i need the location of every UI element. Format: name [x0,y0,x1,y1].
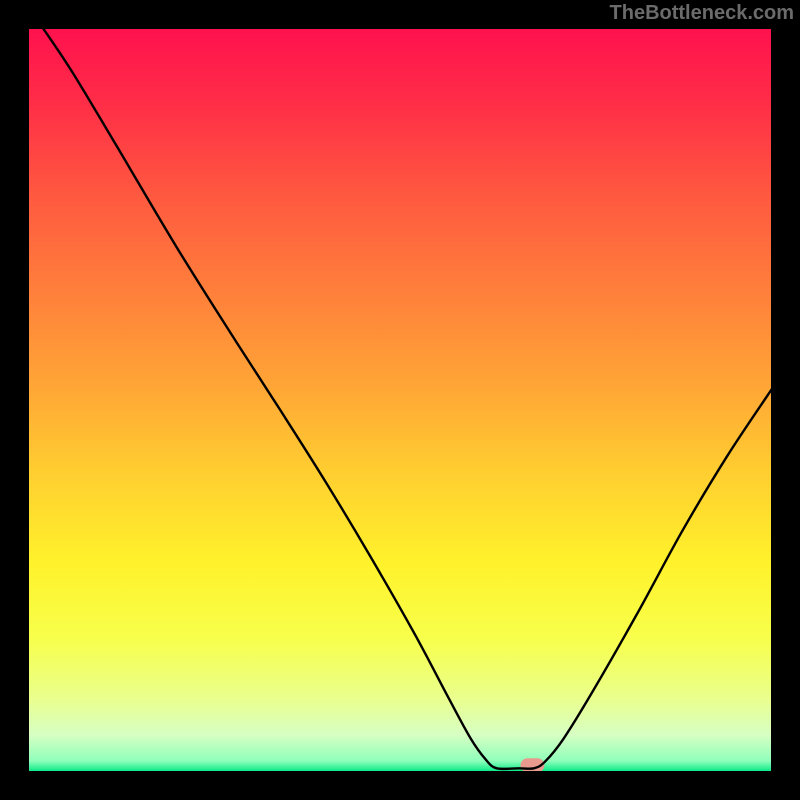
bottleneck-chart [0,0,800,800]
chart-container: TheBottleneck.com [0,0,800,800]
plot-background [28,28,772,772]
watermark-label: TheBottleneck.com [610,2,794,25]
